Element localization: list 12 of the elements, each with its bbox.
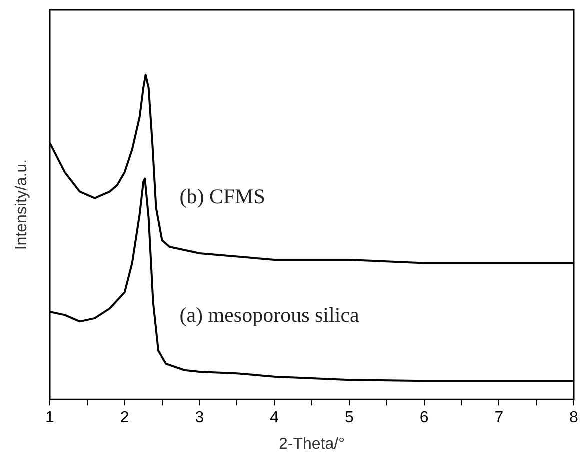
series-label: (b) CFMS	[180, 184, 266, 209]
x-tick-label: 2	[120, 410, 130, 427]
x-tick-label: 1	[46, 410, 55, 427]
x-tick-label: 8	[570, 410, 579, 427]
y-axis-title: Intensity/a.u.	[13, 159, 30, 250]
series-label: (a) mesoporous silica	[180, 303, 360, 328]
x-tick-label: 4	[270, 410, 280, 427]
x-axis-title: 2-Theta/°	[279, 436, 345, 453]
x-tick-label: 5	[344, 410, 354, 427]
x-tick-label: 7	[494, 410, 504, 427]
x-tick-label: 6	[420, 410, 429, 427]
x-tick-label: 3	[195, 410, 204, 427]
